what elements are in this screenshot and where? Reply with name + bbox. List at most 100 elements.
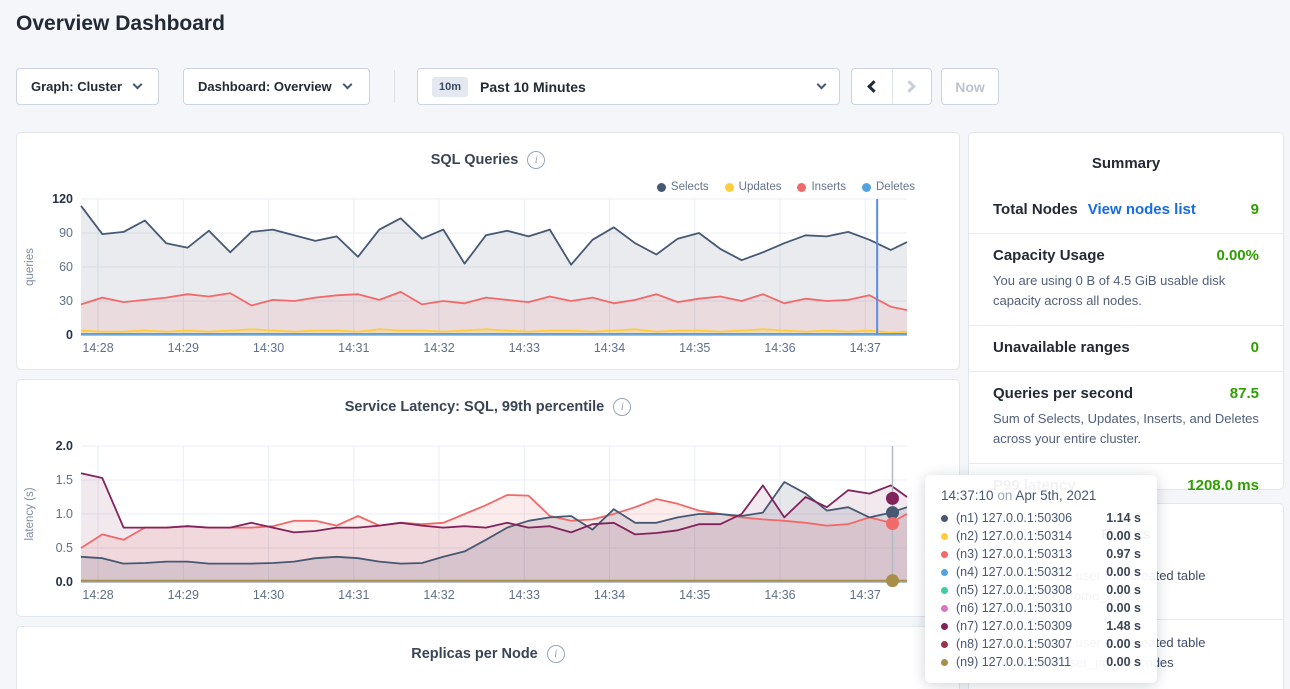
legend-label: Inserts [811,181,846,193]
tooltip-row: (n8) 127.0.0.1:50307 0.00 s [941,635,1141,653]
view-nodes-link[interactable]: View nodes list [1087,201,1196,218]
svg-text:0.0: 0.0 [56,575,73,589]
chart-title: SQL Queries [430,152,519,168]
svg-text:60: 60 [59,260,73,274]
chevron-down-icon [132,79,143,90]
sql-queries-chart-area[interactable]: 0 30 60 90 120 14:28 14:29 14:30 14:31 14:32 14:33… [17,179,959,364]
svg-text:14:31: 14:31 [338,341,369,355]
tooltip-node-address: (n7) 127.0.0.1:50309 [956,619,1073,633]
summary-panel: Summary Total Nodes View nodes list 9 Capac… [968,132,1284,494]
latency-chart-area[interactable]: 0.0 0.5 1.0 1.5 2.0 14:28 14:29 14:30 14:31 14:32… [17,426,959,611]
tooltip-node-latency: 0.00 s [1106,529,1141,543]
now-button[interactable]: Now [941,68,999,105]
legend-label: Selects [670,181,709,193]
metric-value: 0 [1250,339,1259,356]
chevron-left-icon [867,80,881,93]
legend-label: Deletes [876,181,915,193]
tooltip-row: (n7) 127.0.0.1:50309 1.48 s [941,617,1141,635]
replicas-panel: Replicas per Node i [16,626,960,689]
tooltip-row: (n4) 127.0.0.1:50312 0.00 s [941,563,1141,581]
svg-text:14:28: 14:28 [82,341,113,355]
metric-value: 0.00% [1216,247,1259,264]
metric-value: 1208.0 ms [1187,477,1259,494]
svg-text:14:37: 14:37 [850,588,881,602]
svg-text:0: 0 [66,328,73,342]
time-prev-button[interactable] [852,69,892,104]
legend-item-selects[interactable]: Selects [656,181,709,193]
tooltip-node-latency: 0.00 s [1106,637,1141,651]
svg-text:120: 120 [52,192,73,206]
tooltip-rows: (n1) 127.0.0.1:50306 1.14 s (n2) 127.0.0.1… [941,509,1141,671]
latency-panel: Service Latency: SQL, 99th percentile i … [16,379,960,617]
summary-title: Summary [1091,155,1161,172]
svg-text:14:35: 14:35 [679,341,710,355]
time-next-button[interactable] [891,69,932,104]
node-color-dot-icon [941,586,948,594]
time-range-label: Past 10 Minutes [480,78,586,95]
node-color-dot-icon [941,604,948,612]
svg-text:queries: queries [24,248,36,286]
legend-dot-icon [862,182,871,192]
info-icon[interactable]: i [527,151,546,169]
metric-description: You are using 0 B of 4.5 GiB usable disk… [993,273,1226,308]
svg-text:1.5: 1.5 [56,473,73,487]
tooltip-node-address: (n2) 127.0.0.1:50314 [956,529,1073,543]
svg-text:14:35: 14:35 [679,588,710,602]
tooltip-timestamp: 14:37:10 on Apr 5th, 2021 [941,488,1097,503]
tooltip-node-latency: 1.48 s [1106,619,1141,633]
svg-text:14:32: 14:32 [423,588,454,602]
tooltip-row: (n3) 127.0.0.1:50313 0.97 s [941,545,1141,563]
svg-text:14:30: 14:30 [253,341,284,355]
node-color-dot-icon [941,640,948,648]
charts-column: SQL Queries i Selects Updates Inserts Delet… [16,132,960,689]
time-pager [851,68,932,105]
tooltip-row: (n1) 127.0.0.1:50306 1.14 s [941,509,1141,527]
tooltip-node-address: (n3) 127.0.0.1:50313 [956,547,1073,561]
tooltip-row: (n5) 127.0.0.1:50308 0.00 s [941,581,1141,599]
page-title: Overview Dashboard [16,12,225,35]
chart-legend: Selects Updates Inserts Deletes [656,181,915,193]
tooltip-node-latency: 0.00 s [1106,655,1141,669]
dashboard-dropdown[interactable]: Dashboard: Overview [183,68,370,105]
svg-text:14:29: 14:29 [168,588,199,602]
legend-label: Updates [738,181,782,193]
svg-text:14:29: 14:29 [168,341,199,355]
tooltip-node-latency: 0.97 s [1106,547,1141,561]
legend-item-inserts[interactable]: Inserts [797,181,846,193]
node-color-dot-icon [941,514,948,522]
svg-text:1.0: 1.0 [56,507,73,521]
controls-bar: Graph: Cluster Dashboard: Overview 10m P… [0,68,1290,105]
graph-dropdown[interactable]: Graph: Cluster [16,68,159,105]
legend-item-deletes[interactable]: Deletes [862,181,915,193]
info-icon[interactable]: i [613,398,632,416]
tooltip-node-address: (n8) 127.0.0.1:50307 [956,637,1073,651]
metric-label: Queries per second [993,385,1134,402]
svg-text:14:36: 14:36 [764,341,795,355]
metric-label: Capacity Usage [993,247,1105,264]
info-icon[interactable]: i [546,645,565,663]
svg-text:90: 90 [59,226,73,240]
node-color-dot-icon [941,532,948,540]
svg-text:0.5: 0.5 [56,541,73,555]
tooltip-node-latency: 1.14 s [1106,511,1141,525]
svg-text:14:34: 14:34 [594,341,625,355]
tooltip-row: (n6) 127.0.0.1:50310 0.00 s [941,599,1141,617]
dashboard-dropdown-label: Dashboard: Overview [198,79,332,94]
tooltip-node-address: (n1) 127.0.0.1:50306 [956,511,1073,525]
chart-title: Replicas per Node [411,646,538,662]
time-range-dropdown[interactable]: 10m Past 10 Minutes [417,68,840,105]
chevron-down-icon [342,79,353,90]
latency-chart: 0.0 0.5 1.0 1.5 2.0 14:28 14:29 14:30 14:31 14:32… [24,439,908,602]
tooltip-row: (n2) 127.0.0.1:50314 0.00 s [941,527,1141,545]
tooltip-node-address: (n6) 127.0.0.1:50310 [956,601,1073,615]
metric-description: Sum of Selects, Updates, Inserts, and De… [993,411,1259,446]
legend-item-updates[interactable]: Updates [724,181,782,193]
metric-value: 87.5 [1229,385,1259,402]
metric-label: Unavailable ranges [993,339,1130,356]
node-color-dot-icon [941,622,948,630]
svg-text:14:32: 14:32 [423,341,454,355]
metric-value: 9 [1250,201,1259,218]
legend-dot-icon [797,182,807,192]
summary-metric: Capacity Usage 0.00% You are using 0 B of … [969,233,1283,325]
